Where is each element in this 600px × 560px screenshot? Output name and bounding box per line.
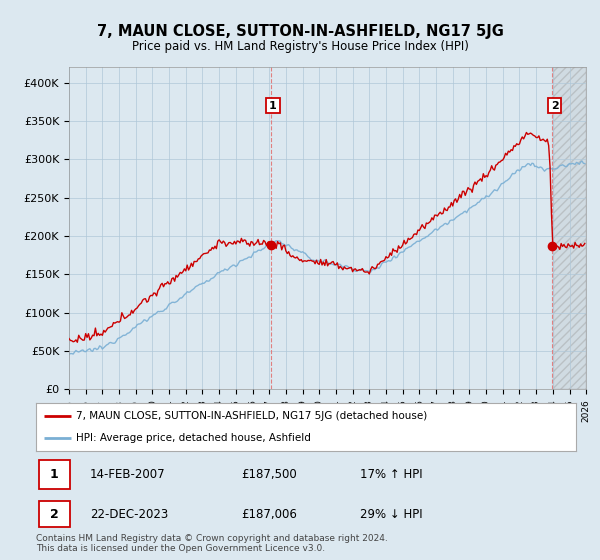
Text: 1: 1 <box>50 468 59 482</box>
Text: 7, MAUN CLOSE, SUTTON-IN-ASHFIELD, NG17 5JG: 7, MAUN CLOSE, SUTTON-IN-ASHFIELD, NG17 … <box>97 24 503 39</box>
Text: 1: 1 <box>269 101 277 110</box>
Text: 2: 2 <box>50 507 59 521</box>
Text: £187,006: £187,006 <box>241 507 297 521</box>
FancyBboxPatch shape <box>39 501 70 527</box>
Text: Price paid vs. HM Land Registry's House Price Index (HPI): Price paid vs. HM Land Registry's House … <box>131 40 469 53</box>
FancyBboxPatch shape <box>39 460 70 489</box>
Text: Contains HM Land Registry data © Crown copyright and database right 2024.: Contains HM Land Registry data © Crown c… <box>36 534 388 543</box>
Text: This data is licensed under the Open Government Licence v3.0.: This data is licensed under the Open Gov… <box>36 544 325 553</box>
Text: 29% ↓ HPI: 29% ↓ HPI <box>360 507 422 521</box>
Text: 22-DEC-2023: 22-DEC-2023 <box>90 507 168 521</box>
Bar <box>553 67 586 389</box>
Text: £187,500: £187,500 <box>241 468 297 482</box>
Text: 14-FEB-2007: 14-FEB-2007 <box>90 468 166 482</box>
Text: 7, MAUN CLOSE, SUTTON-IN-ASHFIELD, NG17 5JG (detached house): 7, MAUN CLOSE, SUTTON-IN-ASHFIELD, NG17 … <box>77 411 428 421</box>
Text: 2: 2 <box>551 101 559 110</box>
Bar <box>553 67 586 389</box>
Text: HPI: Average price, detached house, Ashfield: HPI: Average price, detached house, Ashf… <box>77 433 311 443</box>
Text: 17% ↑ HPI: 17% ↑ HPI <box>360 468 422 482</box>
